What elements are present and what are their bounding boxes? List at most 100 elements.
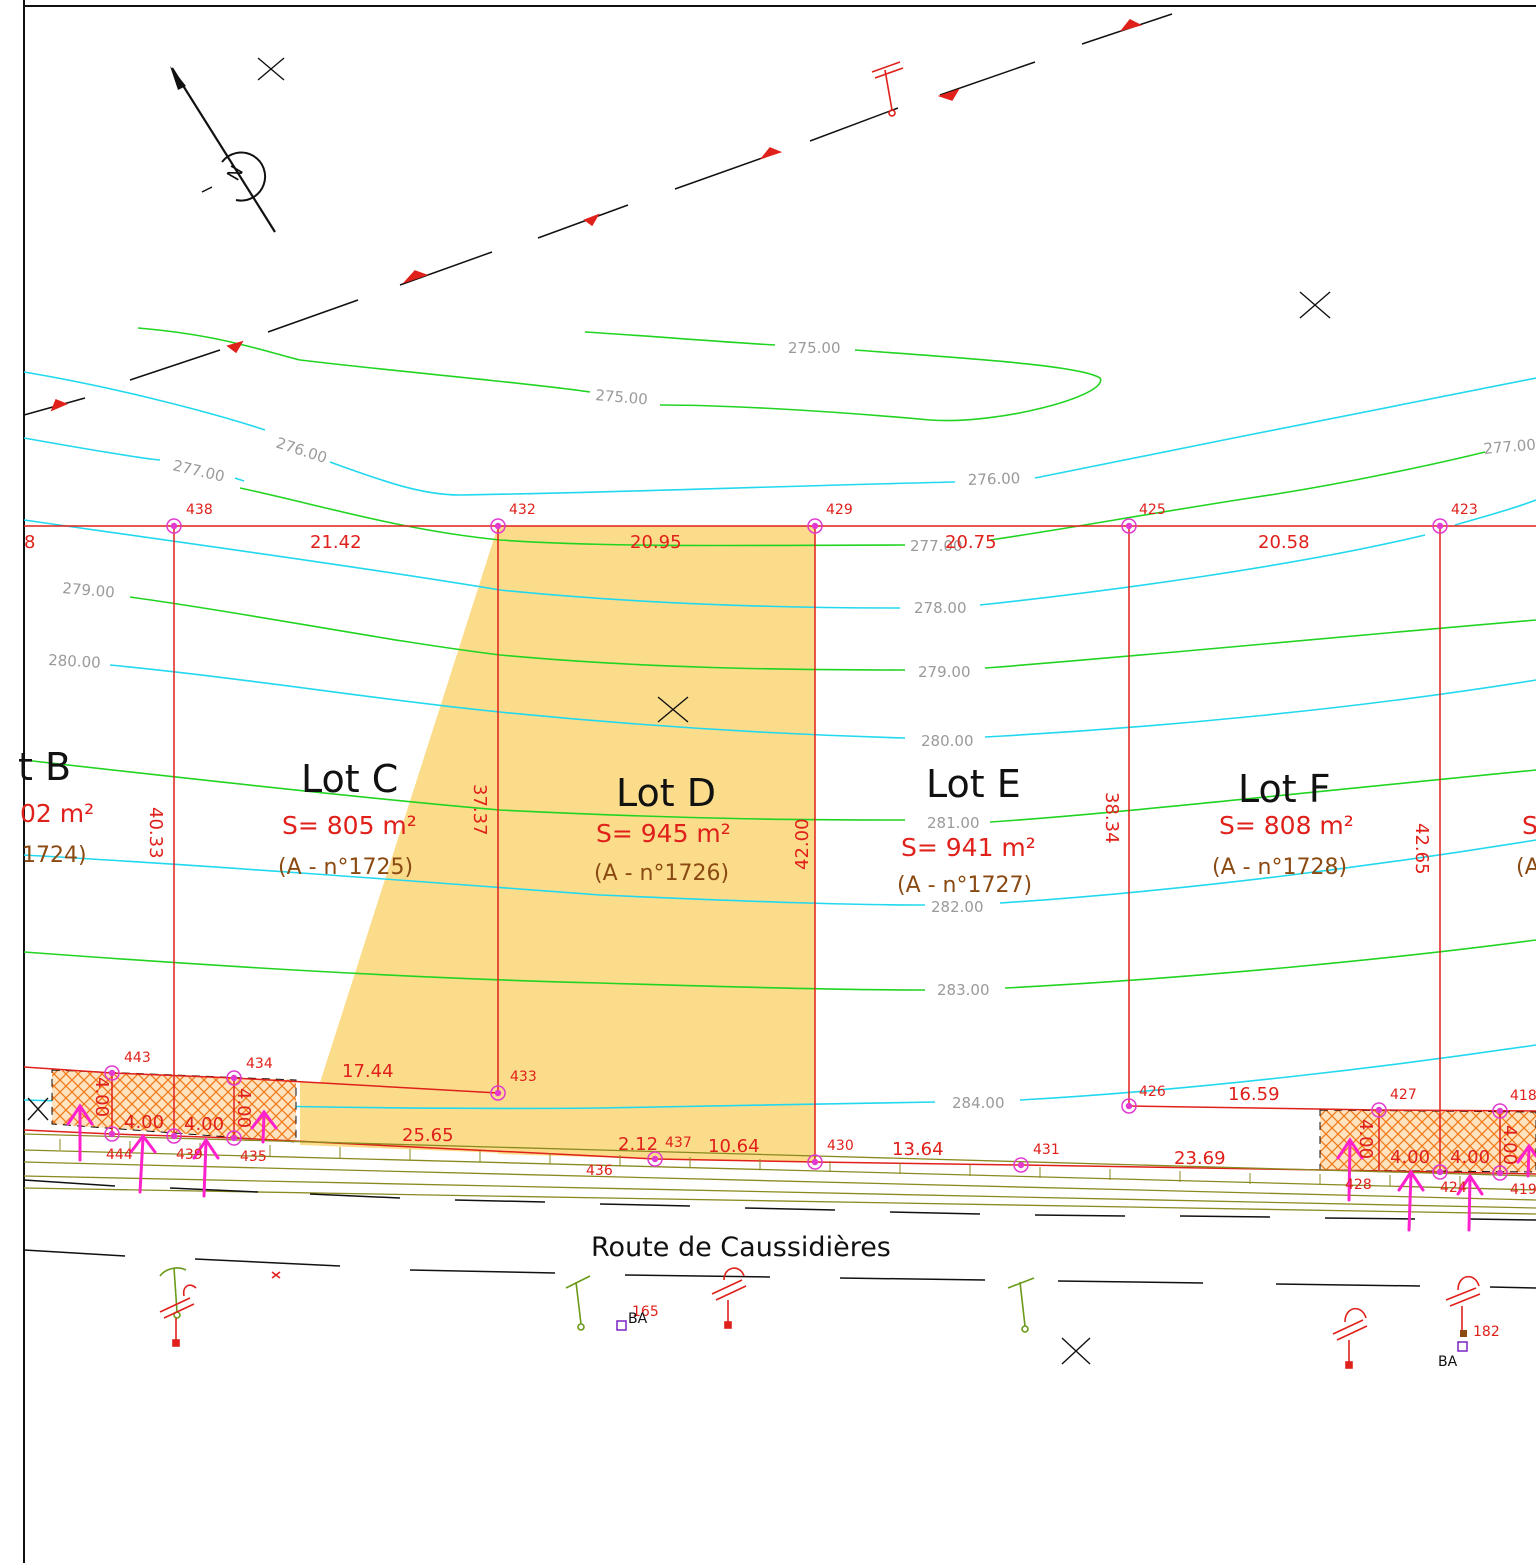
contour-label: 279.00 bbox=[62, 579, 116, 602]
lot-title: t B bbox=[18, 745, 71, 789]
point-label: 418 bbox=[1510, 1088, 1536, 1104]
dimension-label: 42.65 bbox=[1411, 823, 1432, 875]
dimension-label: 21.42 bbox=[310, 532, 362, 553]
point-label: 428 bbox=[1345, 1177, 1372, 1193]
lot-d-parcel bbox=[300, 526, 815, 1162]
lot-ref: (A - n°1728) bbox=[1212, 855, 1347, 880]
lot-d-label: Lot D S= 945 m² (A - n°1726) bbox=[594, 771, 731, 886]
contour-label: 275.00 bbox=[788, 339, 841, 357]
dimension-label: 2.12 bbox=[618, 1134, 658, 1155]
lot-ref: (A - n°1725) bbox=[278, 855, 413, 880]
road-verge-ticks bbox=[59, 1139, 1461, 1187]
dimension-label: 10.64 bbox=[708, 1136, 760, 1157]
contour-label: 280.00 bbox=[48, 651, 101, 672]
dimension-label: 4.00 bbox=[1450, 1147, 1490, 1168]
lot-area: 02 m² bbox=[20, 799, 94, 828]
contour-label: 278.00 bbox=[914, 599, 967, 617]
contour-label: 277.00 bbox=[910, 537, 963, 555]
dimension-label: 4.00 bbox=[233, 1088, 254, 1128]
furniture-label: BA bbox=[1438, 1354, 1458, 1370]
point-label: 438 bbox=[186, 502, 213, 518]
dimension-label: 42.00 bbox=[792, 818, 813, 870]
lot-area: S= 941 m² bbox=[901, 833, 1036, 862]
road-verge bbox=[23, 1133, 1536, 1215]
point-label: 424 bbox=[1440, 1180, 1467, 1196]
point-label: 431 bbox=[1033, 1142, 1060, 1158]
dimension-label: 13.64 bbox=[892, 1139, 944, 1160]
point-label: 432 bbox=[509, 502, 536, 518]
contour-label: 280.00 bbox=[921, 732, 974, 750]
flow-arrows bbox=[50, 19, 1143, 412]
point-label: 426 bbox=[1139, 1084, 1166, 1100]
road-edge-lines bbox=[23, 1179, 1536, 1289]
lot-area: S= 805 m² bbox=[282, 811, 417, 840]
dimension-label: 4.00 bbox=[1499, 1125, 1520, 1165]
contour-label: 281.00 bbox=[927, 814, 980, 832]
point-label: 423 bbox=[1451, 502, 1478, 518]
dimension-label: 17.44 bbox=[342, 1061, 394, 1082]
access-arrows bbox=[66, 1103, 1536, 1232]
lot-title: Lot C bbox=[301, 757, 398, 801]
lot-area: S= 808 m² bbox=[1219, 811, 1354, 840]
lot-area: S bbox=[1522, 811, 1536, 840]
north-arrow-icon: N bbox=[170, 66, 276, 233]
dimension-label: 4.00 bbox=[1390, 1147, 1430, 1168]
survey-point-icon bbox=[104, 518, 1508, 1181]
dimension-label: 23.69 bbox=[1174, 1148, 1226, 1169]
lot-ref: (A bbox=[1516, 855, 1536, 880]
contour-label: 282.00 bbox=[931, 898, 984, 916]
lot-e-label: Lot E S= 941 m² (A - n°1727) bbox=[897, 762, 1036, 898]
furniture-label: BA bbox=[628, 1311, 648, 1327]
hydrant-icon bbox=[159, 1267, 1481, 1369]
dimension-label: 16.59 bbox=[1228, 1084, 1280, 1105]
furniture-label: 165 bbox=[632, 1304, 659, 1320]
contour-labels: 275.00 275.00 276.00 276.00 277.00 277.0… bbox=[48, 339, 1536, 1112]
dimension-label: 8 bbox=[24, 532, 35, 553]
dimension-label: 20.95 bbox=[630, 532, 682, 553]
point-labels: 438 432 429 425 423 443 434 433 444 439 … bbox=[106, 502, 1536, 1198]
point-label: 430 bbox=[827, 1138, 854, 1154]
contour-label: 277.00 bbox=[1483, 435, 1536, 458]
lot-f-label: Lot F S= 808 m² (A - n°1728) bbox=[1212, 767, 1354, 880]
contour-label: 283.00 bbox=[937, 981, 990, 999]
contour-label: 279.00 bbox=[918, 663, 971, 681]
dimension-label: 40.33 bbox=[145, 807, 166, 859]
point-label: 437 bbox=[665, 1135, 692, 1151]
dimension-label: 37.37 bbox=[469, 784, 490, 836]
point-label: 425 bbox=[1139, 502, 1166, 518]
point-label: 433 bbox=[510, 1069, 537, 1085]
lot-title: Lot E bbox=[926, 762, 1021, 806]
dimension-label: 4.00 bbox=[1355, 1119, 1376, 1159]
point-label: 436 bbox=[586, 1163, 613, 1179]
point-label: 429 bbox=[826, 502, 853, 518]
lot-title: Lot D bbox=[616, 771, 716, 815]
dimension-label: 20.75 bbox=[945, 532, 997, 553]
point-label: 434 bbox=[246, 1056, 273, 1072]
lot-g-label: S (A bbox=[1516, 811, 1536, 880]
network-dashed-line bbox=[23, 13, 1173, 416]
contour-lines-cyan bbox=[23, 371, 1536, 1110]
point-label: 444 bbox=[106, 1147, 133, 1163]
lot-ref: (A - n°1727) bbox=[897, 873, 1032, 898]
contour-lines-green bbox=[23, 327, 1536, 991]
contour-label: 284.00 bbox=[952, 1094, 1005, 1112]
contour-label: 277.00 bbox=[171, 456, 226, 485]
lot-b-label: t B 02 m² 1724) bbox=[18, 745, 94, 868]
road-name: Route de Caussidières bbox=[591, 1232, 891, 1263]
furniture-label: 182 bbox=[1473, 1324, 1500, 1340]
cross-marker-icon bbox=[27, 57, 1331, 1365]
street-light-icon bbox=[871, 61, 904, 117]
furniture-labels: 165 BA 182 BA bbox=[616, 1304, 1500, 1370]
lot-area: S= 945 m² bbox=[596, 819, 731, 848]
dimension-labels: 8 21.42 20.95 20.75 20.58 40.33 37.37 42… bbox=[24, 532, 1520, 1169]
dimension-label: 4.00 bbox=[91, 1077, 112, 1117]
contour-label: 275.00 bbox=[595, 386, 649, 409]
lot-ref: (A - n°1726) bbox=[594, 861, 729, 886]
dimension-label: 20.58 bbox=[1258, 532, 1310, 553]
sheet-frame bbox=[23, 0, 1536, 1563]
dimension-label: 4.00 bbox=[184, 1114, 224, 1135]
dimension-label: 38.34 bbox=[1101, 792, 1122, 844]
dimension-label: 4.00 bbox=[124, 1112, 164, 1133]
lot-title: Lot F bbox=[1238, 767, 1331, 811]
